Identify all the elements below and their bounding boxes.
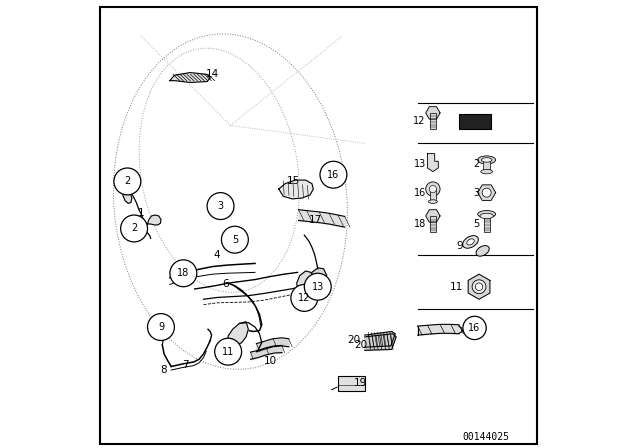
Text: 12: 12 (298, 293, 310, 303)
Ellipse shape (477, 211, 495, 218)
Polygon shape (310, 268, 326, 289)
Text: 5: 5 (232, 235, 238, 245)
Text: 17: 17 (309, 215, 322, 224)
Ellipse shape (463, 236, 478, 248)
Circle shape (482, 188, 491, 197)
Text: 16: 16 (413, 188, 426, 198)
Text: 1: 1 (138, 208, 144, 218)
Polygon shape (123, 189, 132, 203)
Text: 7: 7 (182, 360, 189, 370)
Text: 4: 4 (214, 250, 220, 260)
Circle shape (147, 314, 174, 340)
Circle shape (429, 185, 436, 193)
Polygon shape (279, 180, 314, 199)
Text: 13: 13 (413, 159, 426, 168)
Circle shape (221, 226, 248, 253)
Text: 18: 18 (177, 268, 189, 278)
Text: 14: 14 (206, 69, 219, 79)
Circle shape (214, 338, 241, 365)
Text: 16: 16 (468, 323, 481, 333)
Circle shape (170, 260, 196, 287)
Text: 11: 11 (222, 347, 234, 357)
Circle shape (463, 316, 486, 340)
Bar (430, 113, 436, 129)
Text: 16: 16 (327, 170, 340, 180)
Text: 10: 10 (264, 356, 277, 366)
Text: 20: 20 (354, 340, 367, 350)
Polygon shape (170, 73, 210, 82)
Text: 9: 9 (158, 322, 164, 332)
Ellipse shape (428, 200, 437, 203)
Polygon shape (477, 185, 495, 200)
Ellipse shape (481, 169, 493, 174)
Text: 9: 9 (457, 241, 463, 251)
Polygon shape (365, 334, 396, 350)
Text: 12: 12 (413, 116, 426, 126)
Bar (484, 214, 490, 232)
Text: 2: 2 (131, 224, 137, 233)
Bar (430, 216, 436, 232)
Ellipse shape (481, 158, 492, 162)
Circle shape (305, 273, 332, 300)
Polygon shape (468, 274, 490, 299)
Text: 5: 5 (473, 219, 479, 229)
Ellipse shape (480, 213, 493, 219)
Circle shape (207, 193, 234, 220)
Text: 2: 2 (124, 177, 131, 186)
Circle shape (476, 283, 483, 290)
Polygon shape (426, 107, 440, 119)
Polygon shape (365, 332, 396, 347)
Text: 3: 3 (218, 201, 223, 211)
Text: 11: 11 (450, 282, 463, 292)
Circle shape (291, 284, 317, 311)
Text: 18: 18 (413, 219, 426, 229)
Ellipse shape (477, 156, 495, 164)
Ellipse shape (476, 246, 489, 256)
Ellipse shape (467, 239, 474, 245)
Circle shape (426, 182, 440, 196)
Polygon shape (147, 215, 161, 225)
Circle shape (114, 168, 141, 195)
Polygon shape (228, 322, 248, 347)
Polygon shape (297, 271, 314, 298)
Text: 8: 8 (160, 365, 166, 375)
Circle shape (472, 280, 486, 293)
Text: 19: 19 (354, 378, 367, 388)
Text: 13: 13 (312, 282, 324, 292)
Circle shape (120, 215, 147, 242)
Bar (483, 160, 490, 172)
Text: 6: 6 (223, 280, 229, 289)
Text: 00144025: 00144025 (462, 432, 509, 442)
Text: 15: 15 (287, 177, 300, 186)
Bar (338, 376, 365, 391)
Text: 2: 2 (473, 159, 479, 168)
Circle shape (320, 161, 347, 188)
Bar (459, 114, 491, 129)
Polygon shape (426, 210, 440, 222)
Bar (430, 189, 436, 202)
Text: 20: 20 (347, 336, 360, 345)
Polygon shape (428, 154, 438, 172)
Text: 3: 3 (474, 188, 479, 198)
